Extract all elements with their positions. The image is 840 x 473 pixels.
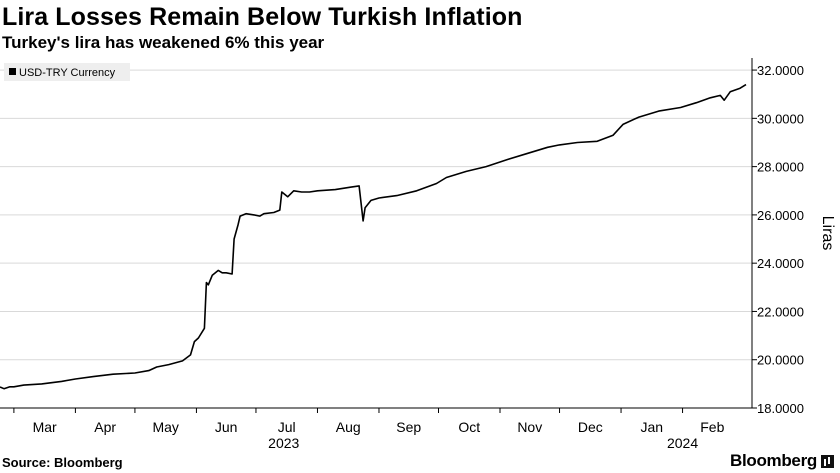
x-axis-ticks: Mar Apr May Jun Jul Aug Sep Oct Nov Dec Jan Feb 2023… <box>13 408 725 450</box>
x-tick-label: Apr <box>94 419 116 435</box>
x-tick-label: Nov <box>517 419 542 435</box>
y-axis-ticks: 18.0000 20.0000 22.0000 24.0000 26.0000 28.00… <box>752 63 804 416</box>
brand-name: Bloomberg <box>729 451 817 470</box>
legend: USD-TRY Currency <box>4 63 130 81</box>
source-note: Source: Bloomberg <box>2 455 123 470</box>
x-tick-label: May <box>152 419 178 435</box>
y-tick-label: 32.0000 <box>757 63 804 78</box>
legend-label: USD-TRY Currency <box>19 67 116 79</box>
x-year-label: 2024 <box>667 435 698 450</box>
chart-title: Lira Losses Remain Below Turkish Inflati… <box>2 3 523 31</box>
bloomberg-mark-icon <box>821 454 834 468</box>
bloomberg-logo: Bloomberg <box>730 451 834 471</box>
y-tick-label: 30.0000 <box>757 111 804 126</box>
legend-background <box>4 63 130 81</box>
usd-try-series-line <box>0 83 747 390</box>
x-tick-label: Jun <box>215 419 238 435</box>
x-tick-label: Feb <box>700 419 724 435</box>
x-tick-label: Dec <box>578 419 603 435</box>
y-tick-label: 24.0000 <box>757 256 804 271</box>
y-tick-label: 26.0000 <box>757 208 804 223</box>
y-tick-label: 18.0000 <box>757 401 804 416</box>
y-tick-label: 28.0000 <box>757 160 804 175</box>
y-tick-label: 20.0000 <box>757 353 804 368</box>
x-tick-label: Jul <box>278 419 296 435</box>
x-year-label: 2023 <box>268 435 299 450</box>
x-tick-label: Mar <box>33 419 57 435</box>
y-tick-label: 22.0000 <box>757 304 804 319</box>
x-tick-label: Sep <box>396 419 421 435</box>
grid-lines <box>0 69 752 361</box>
chart-subtitle: Turkey's lira has weakened 6% this year <box>2 33 325 52</box>
y-axis-label: Liras <box>819 216 836 251</box>
x-tick-label: Oct <box>458 419 480 435</box>
x-tick-label: Aug <box>336 419 361 435</box>
legend-swatch <box>9 68 16 75</box>
x-tick-label: Jan <box>641 419 664 435</box>
usd-try-line-chart: 18.0000 20.0000 22.0000 24.0000 26.0000 28.00… <box>0 58 836 450</box>
